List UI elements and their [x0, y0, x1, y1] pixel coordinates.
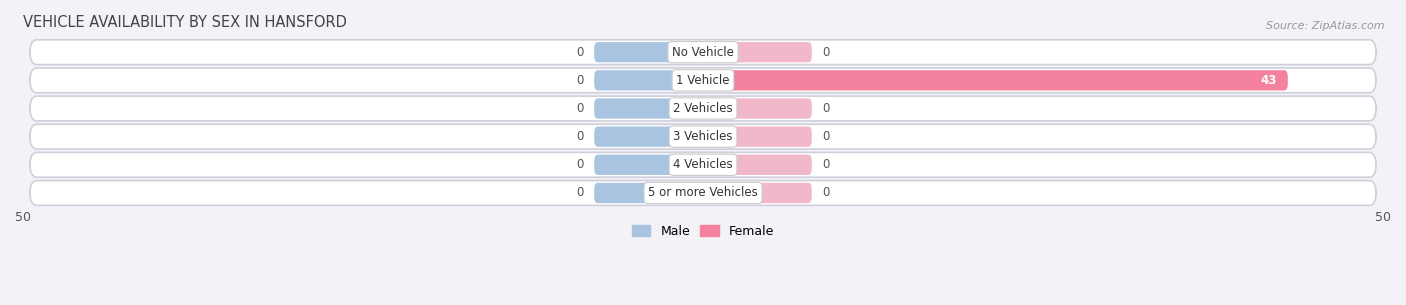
Text: 4 Vehicles: 4 Vehicles [673, 158, 733, 171]
FancyBboxPatch shape [30, 40, 1376, 65]
FancyBboxPatch shape [30, 181, 1376, 205]
FancyBboxPatch shape [595, 183, 703, 203]
Text: 0: 0 [823, 102, 830, 115]
Text: No Vehicle: No Vehicle [672, 46, 734, 59]
Text: 0: 0 [823, 46, 830, 59]
Text: 43: 43 [1261, 74, 1277, 87]
FancyBboxPatch shape [30, 68, 1376, 93]
FancyBboxPatch shape [703, 70, 1288, 91]
Text: 0: 0 [576, 102, 583, 115]
Text: 0: 0 [823, 186, 830, 199]
Text: VEHICLE AVAILABILITY BY SEX IN HANSFORD: VEHICLE AVAILABILITY BY SEX IN HANSFORD [22, 15, 347, 30]
Text: 1 Vehicle: 1 Vehicle [676, 74, 730, 87]
FancyBboxPatch shape [703, 127, 811, 147]
Text: 0: 0 [823, 158, 830, 171]
FancyBboxPatch shape [30, 152, 1376, 177]
FancyBboxPatch shape [703, 183, 811, 203]
Text: Source: ZipAtlas.com: Source: ZipAtlas.com [1267, 21, 1385, 31]
Legend: Male, Female: Male, Female [627, 220, 779, 243]
FancyBboxPatch shape [30, 124, 1376, 149]
Text: 0: 0 [576, 46, 583, 59]
FancyBboxPatch shape [595, 98, 703, 119]
FancyBboxPatch shape [595, 127, 703, 147]
Text: 3 Vehicles: 3 Vehicles [673, 130, 733, 143]
Text: 0: 0 [576, 130, 583, 143]
FancyBboxPatch shape [595, 42, 703, 62]
Text: 0: 0 [576, 158, 583, 171]
Text: 5 or more Vehicles: 5 or more Vehicles [648, 186, 758, 199]
FancyBboxPatch shape [703, 155, 811, 175]
Text: 0: 0 [823, 130, 830, 143]
FancyBboxPatch shape [703, 42, 811, 62]
FancyBboxPatch shape [703, 98, 811, 119]
FancyBboxPatch shape [595, 70, 703, 91]
Text: 0: 0 [576, 186, 583, 199]
FancyBboxPatch shape [595, 155, 703, 175]
Text: 0: 0 [576, 74, 583, 87]
FancyBboxPatch shape [30, 96, 1376, 121]
Text: 2 Vehicles: 2 Vehicles [673, 102, 733, 115]
